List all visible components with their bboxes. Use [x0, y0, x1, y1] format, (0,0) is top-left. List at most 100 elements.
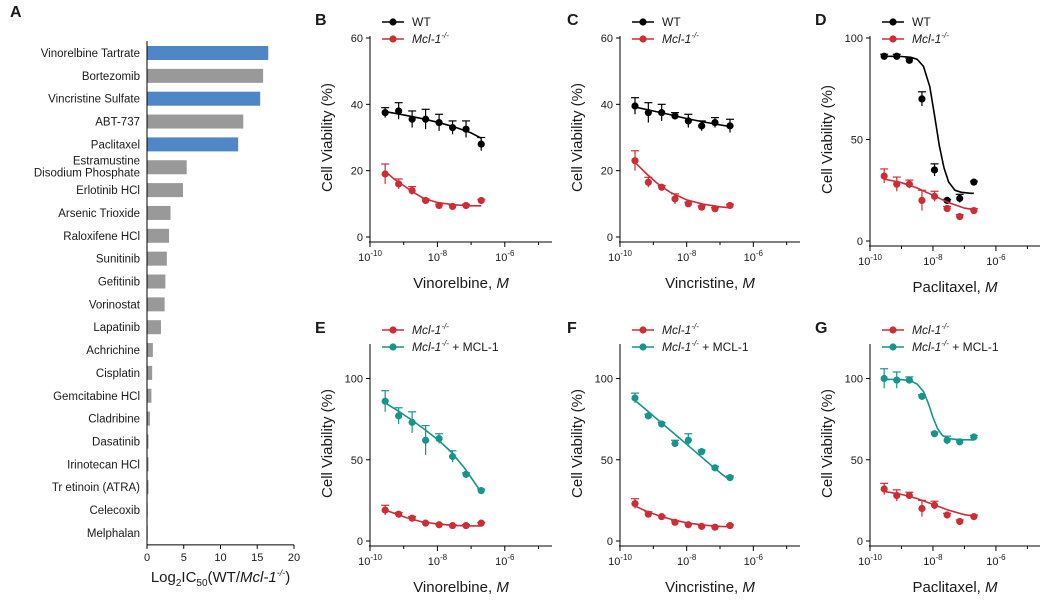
data-point-d-1-4 [930, 192, 939, 200]
data-point-c-0-0 [631, 102, 639, 110]
bar-19 [147, 480, 149, 495]
data-point-g-0-3 [918, 504, 926, 513]
x-tick-label-g-0-base: 10 [858, 556, 870, 568]
data-point-c-0-5 [698, 122, 706, 130]
x-axis-label-f-text: Vincristine, [665, 579, 742, 596]
bar-18 [147, 457, 149, 472]
data-point-d-0-3 [918, 95, 926, 103]
x-tick-label-d-1-exp: -8 [936, 253, 944, 262]
series-d-1 [880, 168, 978, 221]
y-tick-label-d-1: 50 [851, 135, 863, 147]
legend-marker-c-1 [639, 35, 647, 43]
x-axis-label-b: Vinorelbine, M [413, 275, 509, 292]
data-point-f-1-3 [671, 439, 679, 448]
category-label-5-line-0: Estramustine [73, 155, 140, 167]
legend-marker-g-0 [889, 326, 897, 334]
series-f-0 [631, 498, 734, 531]
series-b-0 [381, 102, 486, 151]
x-tick-label-c-0-exp: -10 [620, 249, 632, 258]
y-axis-label-f: Cell Viability (%) [569, 389, 586, 498]
x-tick-label-f-1-base: 10 [677, 556, 689, 568]
data-point-b-1-2 [408, 186, 416, 195]
xlabel-a-log: Log [151, 569, 176, 586]
data-point-f-0-7 [726, 521, 734, 530]
x-tick-label-b-2: 10-6 [495, 249, 515, 264]
x-tick-label-g-1: 10-8 [923, 553, 943, 568]
legend-label-c-1: Mcl-1-/- [662, 31, 699, 46]
x-tick-label-a-4: 20 [288, 552, 300, 564]
legend-label-c-0-plain: WT [662, 15, 681, 29]
data-point-e-1-7 [477, 487, 485, 495]
y-tick-label-b-0: 0 [357, 232, 363, 244]
data-point-d-1-3 [918, 196, 926, 204]
category-label-2: Vincristine Sulfate [48, 94, 140, 106]
data-point-d-1-1 [893, 180, 901, 188]
data-point-g-0-7 [970, 513, 978, 521]
x-tick-label-f-1-exp: -8 [689, 553, 697, 562]
legend-marker-c-0 [639, 18, 647, 26]
series-b-1 [381, 163, 486, 211]
x-tick-label-e-1-base: 10 [428, 556, 440, 568]
x-tick-label-f-1: 10-8 [677, 553, 697, 568]
data-point-f-1-4 [684, 436, 692, 444]
data-point-e-1-5 [448, 452, 457, 461]
category-label-16: Cladribine [88, 414, 140, 426]
data-point-e-0-6 [462, 521, 470, 530]
x-tick-label-g-2-exp: -6 [998, 553, 1006, 562]
x-axis-label-c-text: Vincristine, [665, 275, 742, 292]
x-tick-label-g-2-base: 10 [986, 556, 998, 568]
bar-2 [147, 91, 261, 106]
data-point-d-1-5 [943, 204, 951, 213]
legend-label-g-0: Mcl-1-/- [912, 322, 949, 337]
y-tick-label-g-2: 100 [845, 374, 863, 386]
y-axis-label-g: Cell Viability (%) [819, 389, 836, 498]
data-point-g-0-6 [956, 517, 964, 526]
data-point-e-1-3 [422, 436, 430, 444]
y-tick-label-f-2: 100 [595, 374, 613, 386]
x-tick-label-f-0-exp: -10 [620, 553, 632, 562]
legend-label-d-0-plain: WT [912, 15, 931, 29]
data-point-e-1-0 [381, 397, 389, 405]
category-label-18: Irinotecan HCl [67, 459, 140, 471]
category-label-4: Paclitaxel [91, 139, 140, 151]
x-tick-label-a-2: 10 [214, 552, 226, 564]
category-label-5-line-1: Disodium Phosphate [34, 167, 140, 179]
data-point-g-0-2 [905, 491, 913, 500]
x-tick-label-e-1-exp: -8 [440, 553, 448, 562]
legend-label-e-1-rest: + MCL-1 [449, 340, 499, 354]
data-point-c-1-2 [658, 183, 666, 191]
category-label-6: Erlotinib HCl [76, 185, 140, 197]
bar-5 [147, 160, 187, 175]
data-point-e-0-2 [408, 514, 416, 522]
xlabel-a-sub50: 50 [196, 578, 208, 589]
y-tick-label-b-3: 60 [351, 33, 363, 45]
x-axis-label-b-text: Vinorelbine, [413, 275, 496, 292]
legend-label-f-1-sup: -/- [691, 339, 699, 348]
x-tick-label-b-2-exp: -6 [507, 249, 515, 258]
panel-label-c: C [567, 12, 579, 29]
data-point-g-0-5 [943, 511, 951, 519]
data-point-b-1-3 [422, 196, 430, 205]
category-label-17: Dasatinib [92, 436, 140, 448]
category-label-5: Estramustine Disodium Phosphate [34, 155, 140, 179]
x-axis-label-g-unit: M [985, 579, 998, 596]
series-c-1 [631, 150, 734, 213]
data-point-b-1-5 [448, 202, 457, 211]
bar-6 [147, 183, 184, 198]
data-point-f-0-5 [698, 522, 706, 530]
data-point-c-1-6 [711, 205, 719, 213]
x-tick-label-c-2-exp: -6 [756, 249, 764, 258]
y-tick-label-c-1: 20 [601, 166, 613, 178]
data-point-d-1-2 [905, 180, 913, 188]
y-tick-label-e-0: 0 [357, 536, 363, 548]
x-axis-label-c-unit: M [742, 275, 755, 292]
data-point-e-1-4 [435, 435, 443, 443]
legend-marker-b-1 [389, 35, 397, 43]
data-point-b-1-7 [477, 196, 485, 205]
data-point-f-0-3 [671, 518, 679, 526]
y-tick-label-f-0: 0 [607, 536, 613, 548]
y-axis-label-c: Cell Viability (%) [569, 83, 586, 192]
series-e-0 [381, 504, 486, 530]
x-axis-label-g-text: Paclitaxel, [912, 579, 985, 596]
